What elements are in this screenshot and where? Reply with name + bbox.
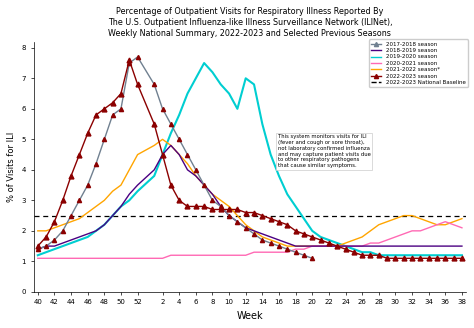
Legend: 2017-2018 season, 2018-2019 season, 2019-2020 season, 2020-2021 season, 2021-202: 2017-2018 season, 2018-2019 season, 2019… bbox=[369, 39, 468, 87]
X-axis label: Week: Week bbox=[237, 311, 263, 321]
Text: This system monitors visits for ILI
(fever and cough or sore throat),
not labora: This system monitors visits for ILI (fev… bbox=[278, 134, 371, 168]
Title: Percentage of Outpatient Visits for Respiratory Illness Reported By
The U.S. Out: Percentage of Outpatient Visits for Resp… bbox=[108, 7, 392, 38]
Y-axis label: % of Visits for ILI: % of Visits for ILI bbox=[7, 132, 16, 202]
